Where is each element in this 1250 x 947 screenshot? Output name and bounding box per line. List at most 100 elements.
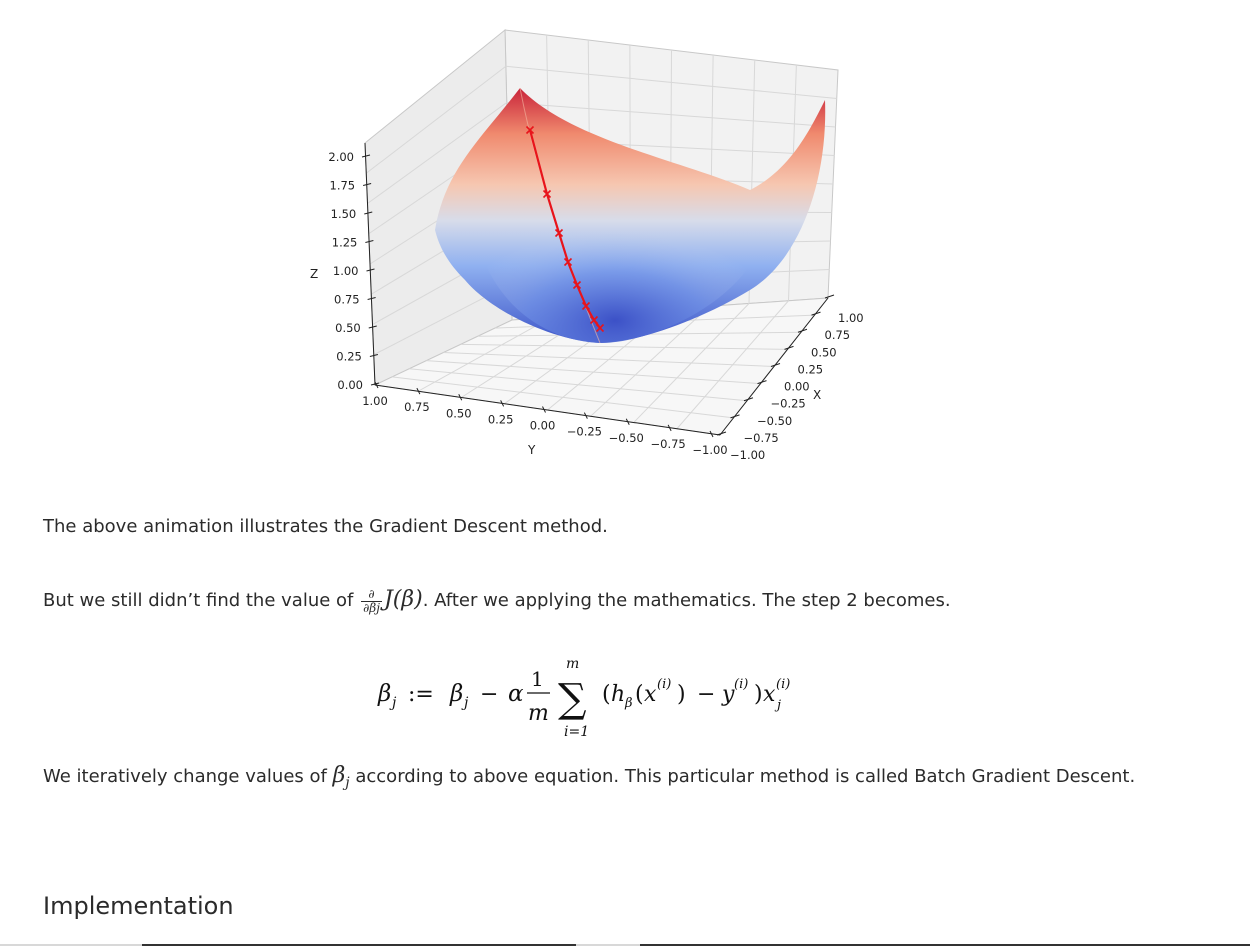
p3-text-after: according to above equation. This partic… — [349, 766, 1136, 787]
eq-sum-top: m — [566, 656, 579, 672]
y-tick-mark — [709, 430, 714, 438]
beta-symbol: β — [332, 763, 346, 788]
z-tick-mark — [363, 183, 372, 186]
rule-segment-2 — [142, 944, 576, 946]
x-axis-label: X — [813, 388, 821, 402]
z-tick-mark — [367, 297, 376, 300]
x-tick-mark — [824, 294, 835, 299]
y-tick-label: −1.00 — [692, 443, 727, 457]
x-tick-label: 0.00 — [784, 380, 810, 394]
y-axis-line — [374, 384, 721, 436]
eq-assign: := — [408, 682, 434, 707]
descent-step-marker — [581, 301, 591, 311]
fraction-numerator: ∂ — [361, 587, 382, 602]
x-tick-mark — [730, 414, 740, 419]
y-tick-label: 0.00 — [530, 419, 556, 433]
z-tick-label: 1.00 — [333, 264, 359, 278]
z-tick-mark — [365, 240, 374, 243]
z-axis-label: Z — [310, 267, 318, 281]
descent-step-marker — [589, 315, 599, 325]
eq-frac-num: 1 — [531, 667, 544, 691]
y-tick-label: −0.25 — [567, 425, 602, 439]
z-tick-mark — [364, 211, 373, 215]
eq-beta-j-2: β — [449, 681, 463, 707]
eq-alpha: α — [508, 681, 524, 707]
z-tick-label: 0.25 — [336, 350, 362, 364]
eq-x: x — [644, 682, 657, 707]
x-tick-label: 1.00 — [838, 311, 864, 325]
eq-y: y — [721, 682, 735, 707]
bottom-progress-rule — [0, 944, 1250, 946]
section-heading-implementation: Implementation — [43, 892, 234, 920]
eq-paren-x-close: ) — [677, 682, 686, 707]
x-tick-label: 0.50 — [811, 345, 837, 359]
cost-function-expression: J(β) — [383, 587, 423, 612]
paragraph-step-two: But we still didn’t find the value of ∂ ∂… — [43, 582, 951, 619]
z-tick-label: 2.00 — [328, 150, 354, 164]
z-tick-mark — [366, 268, 375, 272]
x-tick-label: 0.75 — [825, 328, 851, 342]
descent-step-marker — [542, 189, 552, 199]
eq-paren-x-open: ( — [635, 682, 644, 707]
eq-sum-sign: ∑ — [558, 676, 587, 722]
descent-step-marker — [554, 228, 564, 238]
y-axis-ticks: 1.00 0.75 0.50 0.25 0.00 −0.25 −0.50 −0.75 −1.00 — [362, 381, 728, 457]
eq-h: h — [611, 682, 625, 707]
eq-sub-j-2: j — [461, 695, 469, 711]
surface-plot-svg: 0.00 0.25 0.50 0.75 1.00 1.25 1.50 1.75 2.00 Z 1… — [310, 28, 864, 462]
eq-sub-j-1: j — [389, 695, 397, 711]
descent-step-marker — [525, 125, 535, 135]
descent-step-marker — [563, 257, 573, 267]
descent-step-marker — [572, 280, 582, 290]
x-axis-ticks: 1.00 0.75 0.50 0.25 0.00 −0.25 −0.50 −0.75 −1.00 — [716, 294, 864, 462]
z-tick-mark — [370, 382, 380, 386]
y-tick-label: 0.25 — [488, 412, 514, 426]
eq-sum-bottom: i=1 — [564, 724, 589, 740]
descent-step-marker — [595, 323, 605, 333]
y-tick-mark — [416, 387, 421, 395]
eq-close-paren: ) — [754, 682, 763, 707]
x-tick-mark — [797, 328, 808, 333]
descent-path-markers — [525, 125, 605, 333]
z-tick-mark — [369, 354, 378, 357]
beta-subscript-j: j — [345, 775, 350, 791]
partial-derivative-fraction: ∂ ∂βj — [361, 587, 382, 615]
y-tick-label: 0.75 — [404, 400, 430, 414]
update-rule-equation: β j := β j − α 1 m m ∑ i=1 ( h β ( x (i)… — [370, 648, 850, 743]
x-axis-line — [719, 297, 829, 436]
p3-text-before: We iteratively change values of — [43, 766, 333, 787]
y-tick-mark — [458, 394, 463, 401]
y-tick-label: 0.50 — [446, 406, 472, 420]
update-rule-svg: β j := β j − α 1 m m ∑ i=1 ( h β ( x (i)… — [377, 656, 790, 740]
z-axis-line — [364, 142, 376, 386]
z-tick-label: 1.75 — [330, 179, 356, 193]
z-tick-mark — [368, 325, 377, 329]
y-tick-mark — [542, 406, 546, 413]
y-tick-mark — [625, 418, 630, 425]
y-tick-mark — [667, 424, 672, 432]
x-tick-label: −1.00 — [730, 448, 765, 462]
eq-frac-den: m — [528, 701, 549, 726]
z-axis-ticks: 0.00 0.25 0.50 0.75 1.00 1.25 1.50 1.75 2.00 — [328, 150, 380, 392]
eq-x-j: x — [763, 682, 776, 707]
x-tick-mark — [784, 345, 794, 350]
z-tick-label: 0.00 — [337, 378, 363, 392]
z-tick-label: 0.75 — [334, 293, 360, 307]
x-tick-mark — [811, 311, 821, 316]
eq-beta-j-1: β — [377, 681, 391, 707]
y-tick-mark — [583, 412, 588, 419]
x-tick-mark — [757, 380, 767, 385]
x-tick-label: −0.25 — [771, 397, 806, 411]
y-tick-label: −0.50 — [609, 431, 644, 445]
x-tick-mark — [770, 363, 781, 367]
x-tick-label: −0.75 — [744, 431, 779, 445]
eq-open-paren: ( — [602, 682, 611, 707]
z-tick-label: 0.50 — [335, 321, 361, 335]
eq-y-sup-i: (i) — [734, 677, 748, 692]
cost-surface-bowl — [480, 194, 750, 343]
p2-text-before: But we still didn’t find the value of — [43, 590, 360, 611]
eq-xj-sub-j: j — [774, 698, 781, 713]
y-axis-label: Y — [527, 443, 536, 457]
z-tick-label: 1.50 — [331, 207, 357, 221]
rule-segment-4 — [640, 944, 1250, 946]
